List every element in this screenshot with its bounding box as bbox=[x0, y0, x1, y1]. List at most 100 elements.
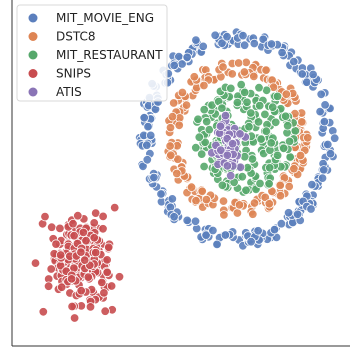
point-mit-movie-eng bbox=[253, 226, 263, 236]
point-mit-restaurant bbox=[217, 180, 228, 191]
legend-marker-mit-movie-eng bbox=[28, 13, 38, 23]
point-mit-movie-eng bbox=[138, 161, 148, 172]
scatter-points bbox=[30, 27, 340, 323]
point-dstc8 bbox=[297, 117, 307, 127]
point-mit-movie-eng bbox=[222, 32, 232, 42]
series-mit-movie-eng bbox=[134, 27, 340, 251]
point-mit-movie-eng bbox=[306, 204, 316, 214]
point-mit-restaurant bbox=[236, 79, 246, 90]
point-snips bbox=[99, 288, 109, 298]
point-dstc8 bbox=[234, 200, 245, 210]
point-mit-restaurant bbox=[232, 97, 243, 108]
point-dstc8 bbox=[166, 150, 176, 161]
point-snips bbox=[83, 272, 94, 282]
point-mit-movie-eng bbox=[330, 133, 340, 143]
point-snips bbox=[103, 242, 114, 253]
point-snips bbox=[73, 210, 83, 221]
point-mit-movie-eng bbox=[238, 30, 248, 41]
point-snips bbox=[76, 286, 86, 296]
point-atis bbox=[227, 138, 238, 149]
point-snips bbox=[85, 302, 96, 312]
point-mit-movie-eng bbox=[316, 89, 326, 100]
point-snips bbox=[56, 250, 66, 260]
point-mit-movie-eng bbox=[297, 69, 307, 79]
point-dstc8 bbox=[199, 80, 209, 91]
point-snips bbox=[66, 274, 77, 284]
point-mit-restaurant bbox=[265, 163, 275, 173]
point-snips bbox=[97, 277, 107, 288]
series-snips bbox=[30, 202, 125, 323]
point-mit-movie-eng bbox=[307, 179, 317, 190]
point-snips bbox=[102, 267, 112, 278]
point-mit-movie-eng bbox=[302, 77, 312, 87]
point-mit-restaurant bbox=[247, 154, 258, 164]
point-mit-movie-eng bbox=[319, 165, 329, 175]
point-mit-restaurant bbox=[279, 143, 289, 154]
point-mit-restaurant bbox=[191, 142, 201, 153]
point-atis bbox=[216, 145, 226, 155]
point-mit-movie-eng bbox=[169, 212, 179, 222]
point-mit-movie-eng bbox=[182, 215, 192, 226]
point-mit-movie-eng bbox=[149, 172, 159, 183]
point-mit-movie-eng bbox=[169, 60, 179, 71]
point-atis bbox=[215, 121, 226, 132]
legend-marker-atis bbox=[28, 87, 38, 97]
point-mit-restaurant bbox=[237, 171, 248, 182]
series-atis bbox=[207, 110, 251, 181]
point-mit-movie-eng bbox=[269, 224, 280, 235]
point-mit-restaurant bbox=[266, 138, 276, 148]
point-mit-movie-eng bbox=[266, 39, 277, 49]
point-mit-restaurant bbox=[261, 126, 272, 136]
point-snips bbox=[57, 282, 67, 292]
point-mit-restaurant bbox=[242, 97, 252, 108]
point-mit-movie-eng bbox=[325, 148, 336, 159]
point-snips bbox=[109, 202, 120, 213]
point-dstc8 bbox=[165, 141, 175, 151]
point-snips bbox=[38, 307, 49, 317]
point-mit-restaurant bbox=[226, 83, 236, 94]
point-mit-movie-eng bbox=[167, 194, 178, 204]
point-dstc8 bbox=[191, 195, 201, 206]
point-dstc8 bbox=[177, 87, 188, 98]
point-mit-movie-eng bbox=[277, 47, 287, 58]
point-dstc8 bbox=[261, 65, 271, 75]
point-mit-movie-eng bbox=[143, 121, 153, 132]
point-dstc8 bbox=[239, 67, 250, 77]
point-snips bbox=[98, 211, 108, 222]
point-mit-restaurant bbox=[283, 120, 293, 131]
point-dstc8 bbox=[181, 100, 192, 110]
legend-label-mit-movie-eng: MIT_MOVIE_ENG bbox=[56, 11, 154, 25]
point-mit-movie-eng bbox=[201, 230, 211, 240]
point-dstc8 bbox=[189, 72, 200, 82]
point-mit-restaurant bbox=[285, 152, 295, 162]
point-mit-restaurant bbox=[290, 126, 301, 136]
point-mit-movie-eng bbox=[145, 130, 156, 141]
point-snips bbox=[78, 227, 89, 238]
point-mit-movie-eng bbox=[198, 41, 208, 52]
point-snips bbox=[106, 281, 117, 291]
point-mit-restaurant bbox=[199, 161, 209, 172]
point-mit-movie-eng bbox=[246, 236, 256, 247]
point-mit-movie-eng bbox=[323, 139, 333, 150]
point-dstc8 bbox=[275, 180, 285, 191]
point-mit-movie-eng bbox=[139, 113, 149, 123]
point-snips bbox=[51, 239, 61, 249]
point-mit-restaurant bbox=[271, 117, 281, 128]
point-mit-movie-eng bbox=[239, 40, 250, 50]
point-mit-restaurant bbox=[268, 102, 278, 112]
point-atis bbox=[222, 150, 233, 161]
point-snips bbox=[40, 211, 50, 222]
point-mit-restaurant bbox=[239, 87, 250, 98]
point-dstc8 bbox=[218, 196, 229, 206]
point-mit-restaurant bbox=[217, 103, 227, 113]
legend-marker-snips bbox=[28, 69, 38, 78]
point-dstc8 bbox=[281, 89, 292, 99]
legend-label-atis: ATIS bbox=[56, 85, 82, 99]
point-dstc8 bbox=[197, 186, 207, 197]
point-mit-movie-eng bbox=[319, 116, 330, 127]
point-mit-movie-eng bbox=[283, 208, 294, 218]
point-dstc8 bbox=[165, 122, 176, 133]
point-mit-restaurant bbox=[264, 179, 274, 189]
point-snips bbox=[67, 301, 77, 312]
point-snips bbox=[98, 224, 108, 234]
